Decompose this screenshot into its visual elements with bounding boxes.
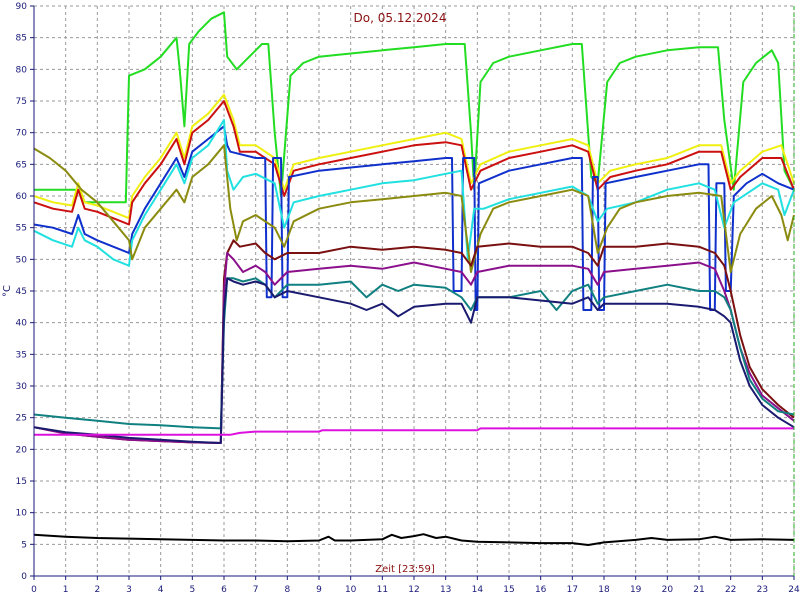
x-tick-label-5: 5 xyxy=(189,585,195,595)
x-tick-label-9: 9 xyxy=(316,585,322,595)
y-tick-label-80: 80 xyxy=(16,65,28,75)
tick-labels: 0 1 2 3 4 5 6 7 8 9 10 11 12 13 14 15 16 17 18 19 20 21 22 23 24… xyxy=(16,2,800,595)
x-tick-label-6: 6 xyxy=(221,585,227,595)
x-tick-label-15: 15 xyxy=(503,585,514,595)
x-tick-label-19: 19 xyxy=(630,585,642,595)
x-tick-label-14: 14 xyxy=(472,585,484,595)
x-tick-label-4: 4 xyxy=(158,585,164,595)
x-tick-label-23: 23 xyxy=(757,585,768,595)
x-tick-label-13: 13 xyxy=(440,585,451,595)
y-tick-label-25: 25 xyxy=(16,414,27,424)
x-tick-label-2: 2 xyxy=(94,585,100,595)
x-tick-label-18: 18 xyxy=(598,585,610,595)
series-line-5 xyxy=(33,119,795,267)
x-tick-label-10: 10 xyxy=(345,585,357,595)
y-tick-label-10: 10 xyxy=(16,509,28,519)
y-tick-label-65: 65 xyxy=(16,160,27,170)
x-tick-label-7: 7 xyxy=(253,585,259,595)
y-tick-label-30: 30 xyxy=(16,382,28,392)
x-tick-label-21: 21 xyxy=(693,585,704,595)
x-tick-label-1: 1 xyxy=(63,585,69,595)
chart-title: Do, 05.12.2024 xyxy=(354,11,447,25)
x-tick-label-12: 12 xyxy=(408,585,419,595)
x-tick-label-17: 17 xyxy=(567,585,578,595)
grid xyxy=(34,5,795,576)
y-tick-label-45: 45 xyxy=(16,287,27,297)
series-line-1 xyxy=(34,11,795,204)
y-tick-label-85: 85 xyxy=(16,34,27,44)
series-line-11 xyxy=(34,427,794,436)
y-tick-label-0: 0 xyxy=(21,572,27,582)
series-line-3 xyxy=(33,100,795,226)
x-tick-label-11: 11 xyxy=(377,585,388,595)
x-axis-label: Zeit [23:59] xyxy=(375,564,435,575)
y-tick-label-90: 90 xyxy=(16,2,28,12)
series-line-10 xyxy=(33,277,795,444)
x-tick-label-8: 8 xyxy=(284,585,290,595)
y-tick-label-75: 75 xyxy=(16,97,27,107)
x-tick-label-16: 16 xyxy=(535,585,547,595)
y-tick-label-50: 50 xyxy=(16,255,28,265)
series-line-12 xyxy=(33,533,795,546)
x-tick-label-3: 3 xyxy=(126,585,132,595)
y-tick-label-20: 20 xyxy=(16,445,28,455)
y-axis-label: °C xyxy=(2,285,13,297)
y-tick-label-15: 15 xyxy=(16,477,27,487)
axes xyxy=(30,5,795,580)
y-tick-label-70: 70 xyxy=(16,129,28,139)
x-tick-label-0: 0 xyxy=(31,585,37,595)
y-tick-label-35: 35 xyxy=(16,350,27,360)
x-tick-label-20: 20 xyxy=(662,585,674,595)
x-tick-label-22: 22 xyxy=(725,585,736,595)
series-line-6 xyxy=(33,144,795,273)
series-line-4 xyxy=(33,125,795,311)
y-tick-label-5: 5 xyxy=(21,540,27,550)
y-tick-label-60: 60 xyxy=(16,192,28,202)
x-tick-label-24: 24 xyxy=(788,585,800,595)
series-group xyxy=(33,11,795,546)
y-tick-label-55: 55 xyxy=(16,224,27,234)
y-tick-label-40: 40 xyxy=(16,319,28,329)
